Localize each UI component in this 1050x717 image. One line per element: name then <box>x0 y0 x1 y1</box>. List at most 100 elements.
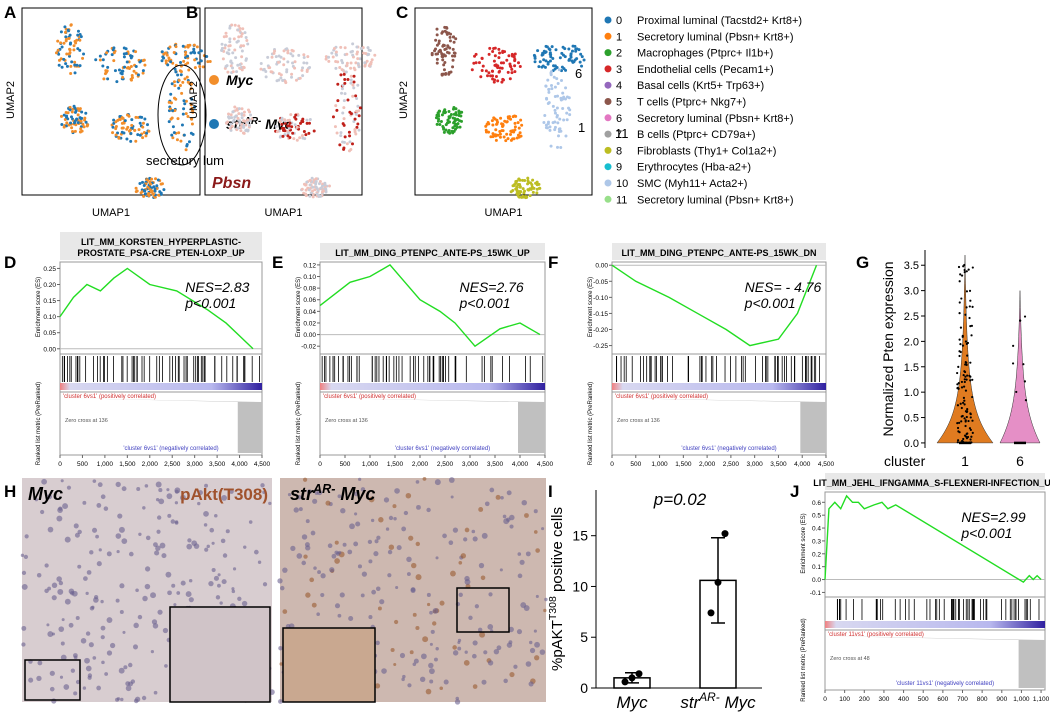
nucleus <box>433 657 438 662</box>
cell-dot <box>302 55 306 59</box>
cell-dot <box>168 107 172 111</box>
nucleus <box>495 494 501 500</box>
nucleus <box>468 615 473 620</box>
nucleus <box>206 544 210 549</box>
cell-point <box>958 280 961 283</box>
panel-label: D <box>4 253 16 272</box>
cell-dot <box>352 74 356 78</box>
cell-dot <box>351 53 355 57</box>
nucleus <box>85 665 92 672</box>
cell-dot <box>496 64 500 68</box>
nucleus <box>229 489 234 494</box>
cell-dot <box>513 125 517 129</box>
nucleus <box>174 501 179 505</box>
cell-dot <box>155 184 159 188</box>
y-axis-label: Normalized Pten expression <box>880 261 896 436</box>
cell-dot <box>528 187 532 191</box>
cell-dot <box>439 119 443 123</box>
x-tick-label: 700 <box>957 696 968 703</box>
nucleus <box>150 650 154 654</box>
nucleus <box>96 561 102 567</box>
cell-dot <box>240 32 244 36</box>
zero-cross: Zero cross at 136 <box>325 418 368 424</box>
nucleus <box>70 668 76 673</box>
cell-dot <box>279 134 283 138</box>
y-tick-label: -0.15 <box>593 311 608 318</box>
cell-dot <box>112 51 116 55</box>
y-tick-label: 0.5 <box>812 513 821 520</box>
cell-dot <box>188 43 192 47</box>
cell-dot <box>510 67 514 71</box>
nucleus <box>241 600 248 607</box>
nucleus <box>36 572 42 578</box>
nucleus <box>154 550 160 556</box>
inset <box>282 627 376 703</box>
y-tick-label: 0.1 <box>812 564 821 571</box>
cell-dot <box>289 113 293 117</box>
nucleus <box>77 564 82 569</box>
cell-dot <box>176 117 180 121</box>
nucleus <box>489 487 495 493</box>
nucleus <box>128 681 134 687</box>
nucleus <box>535 548 540 553</box>
cell-dot <box>546 60 550 64</box>
cell-dot <box>353 68 357 72</box>
cell-dot <box>500 66 504 70</box>
x-tick-label: strAR- Myc <box>680 690 756 712</box>
cell-dot <box>172 80 176 84</box>
nucleus <box>75 616 80 620</box>
cell-dot <box>151 192 155 196</box>
cell-dot <box>238 121 242 125</box>
nucleus <box>60 479 64 483</box>
cell-dot <box>493 117 497 121</box>
nucleus <box>426 592 431 597</box>
cell-dot <box>293 66 297 70</box>
cell-dot <box>574 47 578 51</box>
cell-dot <box>62 125 66 129</box>
image-title: Myc <box>28 484 63 504</box>
nucleus <box>49 686 55 692</box>
nucleus <box>214 513 218 518</box>
x-axis-label: UMAP1 <box>92 207 130 219</box>
cell-dot <box>239 44 243 48</box>
cell-dot <box>277 54 281 58</box>
cell-dot <box>101 58 105 62</box>
nucleus <box>493 648 500 655</box>
nucleus <box>477 627 483 633</box>
legend-label: SMC (Myh11+ Acta2+) <box>637 178 747 190</box>
nucleus <box>71 590 78 597</box>
cell-dot <box>125 127 129 131</box>
cell-point <box>1012 344 1015 347</box>
cell-dot <box>512 53 516 57</box>
cell-dot <box>470 68 474 72</box>
rank-bar <box>320 383 545 390</box>
cell-dot <box>110 53 114 57</box>
cell-point <box>957 365 960 368</box>
cell-dot <box>567 57 571 61</box>
y-tick-label: 0.15 <box>43 298 56 305</box>
cell-dot <box>186 115 190 119</box>
nucleus <box>142 595 148 602</box>
nucleus <box>463 660 470 666</box>
cell-dot <box>183 77 187 81</box>
nucleus <box>421 653 427 660</box>
cell-dot <box>304 194 308 198</box>
cell-dot <box>224 31 228 35</box>
nucleus <box>293 507 299 513</box>
cell-dot <box>356 62 360 66</box>
nucleus <box>402 674 406 679</box>
cell-dot <box>193 58 197 62</box>
cell-dot <box>290 75 294 79</box>
cell-point <box>956 371 959 375</box>
cell-point <box>963 434 967 437</box>
cell-dot <box>114 124 118 128</box>
cell-point <box>968 316 971 320</box>
nucleus <box>387 549 393 555</box>
nucleus <box>520 602 527 608</box>
cell-dot <box>542 120 546 124</box>
panel-label: C <box>396 3 408 22</box>
nucleus <box>21 642 26 647</box>
cell-dot <box>73 63 77 67</box>
nucleus <box>144 484 149 488</box>
cell-dot <box>65 52 69 56</box>
